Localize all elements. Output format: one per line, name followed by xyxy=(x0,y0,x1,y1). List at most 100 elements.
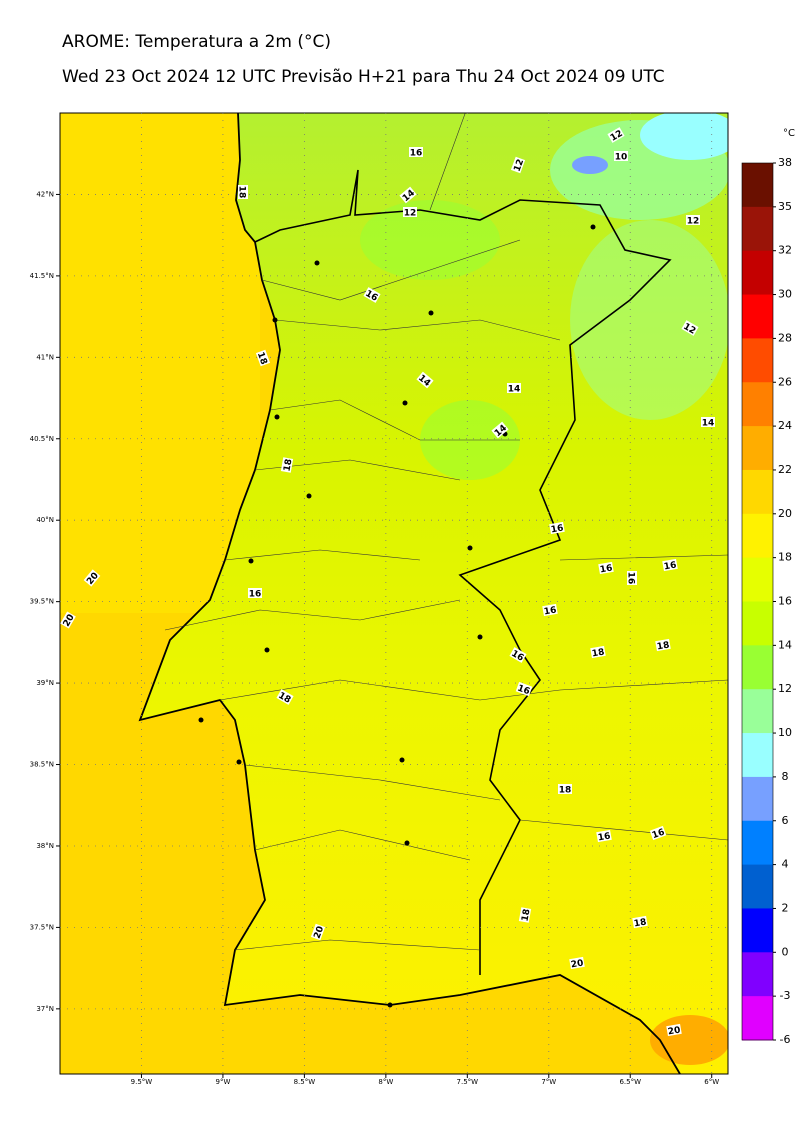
colorbar-band xyxy=(742,733,773,778)
contour-label-bg xyxy=(598,561,614,575)
colorbar-unit: °C xyxy=(783,128,795,139)
contour-label: 18 xyxy=(237,186,247,199)
colorbar-band xyxy=(742,382,773,427)
colorbar-tick-label: 14 xyxy=(778,638,792,651)
y-tick-label: 42°N xyxy=(36,190,54,198)
subtitle: Wed 23 Oct 2024 12 UTC Previsão H+21 par… xyxy=(62,67,665,87)
contour-label: 16 xyxy=(599,563,613,575)
contour-label-bg xyxy=(701,417,715,427)
colorbar-band xyxy=(742,952,773,997)
cool-area xyxy=(640,113,728,160)
colorbar-tick-label: 22 xyxy=(778,463,792,476)
colorbar-tick-label: 12 xyxy=(778,682,792,695)
colorbar-band xyxy=(742,996,773,1041)
contour-label: 16 xyxy=(597,831,611,843)
colorbar-band xyxy=(742,864,773,909)
y-tick-label: 38°N xyxy=(36,842,54,850)
contour-label-bg xyxy=(596,829,612,843)
contour-label-bg xyxy=(403,207,417,217)
colorbar-tick-label: 10 xyxy=(778,726,792,739)
contour-label: 16 xyxy=(410,149,423,159)
x-tick-label: 8°W xyxy=(378,1078,393,1086)
colorbar-tick-label: 6 xyxy=(782,814,789,827)
contour-label: 16 xyxy=(543,605,557,617)
colorbar-band xyxy=(742,645,773,690)
cool-area xyxy=(570,220,728,420)
contour-label: 12 xyxy=(404,209,417,219)
colorbar-band xyxy=(742,469,773,515)
contour-label: 16 xyxy=(516,684,531,698)
colorbar-band xyxy=(742,776,773,822)
contour-label-bg xyxy=(248,588,262,598)
cool-area xyxy=(572,156,608,174)
x-tick-label: 9.5°W xyxy=(131,1078,153,1086)
y-tick-label: 37°N xyxy=(36,1005,54,1013)
x-tick-label: 8.5°W xyxy=(294,1078,316,1086)
contour-label-bg xyxy=(666,1023,682,1037)
contour-label-bg xyxy=(491,421,509,439)
y-tick-label: 40°N xyxy=(36,516,54,524)
contour-label-bg xyxy=(515,681,533,697)
contour-label-bg xyxy=(607,127,625,143)
contour-label-bg xyxy=(60,611,76,629)
x-tick-label: 6.5°W xyxy=(619,1078,641,1086)
colorbar-frame xyxy=(741,162,774,1041)
colorbar-tick-label: -3 xyxy=(780,989,791,1002)
contour-label-bg xyxy=(276,689,294,705)
colorbar-band xyxy=(742,908,773,953)
colorbar-tick-label: -6 xyxy=(780,1033,791,1046)
contour-label: 10 xyxy=(615,153,628,163)
contour-label: 18 xyxy=(559,786,572,796)
colorbar-band xyxy=(742,338,773,383)
contour-label-bg xyxy=(590,645,606,659)
colorbar-band xyxy=(742,513,773,559)
x-tick-label: 6°W xyxy=(704,1078,719,1086)
contour-label: 14 xyxy=(508,385,521,395)
contour-label-bg xyxy=(627,571,637,585)
contour-label: 16 xyxy=(651,828,666,842)
colorbar-band xyxy=(742,206,773,252)
colorbar-tick-label: 18 xyxy=(778,551,792,564)
contour-label-bg xyxy=(83,569,101,587)
colorbar-band xyxy=(742,557,773,602)
colorbar-tick-label: 38 xyxy=(778,156,792,169)
contour-label: 18 xyxy=(255,351,269,366)
contour-label: 16 xyxy=(550,523,564,535)
colorbar-tick-label: 8 xyxy=(782,770,789,783)
contour-label-bg xyxy=(681,320,699,336)
contour-label: 20 xyxy=(313,925,327,940)
contour-label-bg xyxy=(549,521,565,535)
colorbar-band xyxy=(742,294,773,339)
contour-label-bg xyxy=(280,457,294,473)
contour-label-bg xyxy=(686,215,700,225)
colorbar-tick-label: 2 xyxy=(782,901,789,914)
colorbar-band xyxy=(742,820,773,866)
warm-area xyxy=(650,1015,728,1065)
y-tick-label: 39°N xyxy=(36,679,54,687)
colorbar-band xyxy=(742,689,773,734)
contour-label-bg xyxy=(399,186,417,204)
region-lines xyxy=(164,113,728,951)
map-area xyxy=(60,113,728,1074)
sea-shade xyxy=(60,113,260,613)
colorbar-band xyxy=(742,426,773,471)
contour-label-bg xyxy=(416,371,434,389)
contour-label-bg xyxy=(518,907,532,923)
y-tick-label: 39.5°N xyxy=(30,598,54,606)
contour-label-bg xyxy=(409,147,423,157)
colorbar-tick-label: 35 xyxy=(778,200,792,213)
x-tick-label: 7.5°W xyxy=(457,1078,479,1086)
y-tick-label: 37.5°N xyxy=(30,923,54,931)
colorbar-tick-label: 16 xyxy=(778,595,792,608)
contour-label-bg xyxy=(569,956,585,970)
colorbar-tick-label: 28 xyxy=(778,331,792,344)
colorbar-tick-label: 26 xyxy=(778,375,792,388)
colorbar-tick-label: 20 xyxy=(778,507,792,520)
contour-label-bg xyxy=(255,349,271,367)
contour-label-bg xyxy=(238,185,248,199)
contour-label-bg xyxy=(542,603,558,617)
map-frame xyxy=(59,112,729,1075)
contour-label: 20 xyxy=(667,1025,681,1037)
y-tick-label: 41.5°N xyxy=(30,272,54,280)
